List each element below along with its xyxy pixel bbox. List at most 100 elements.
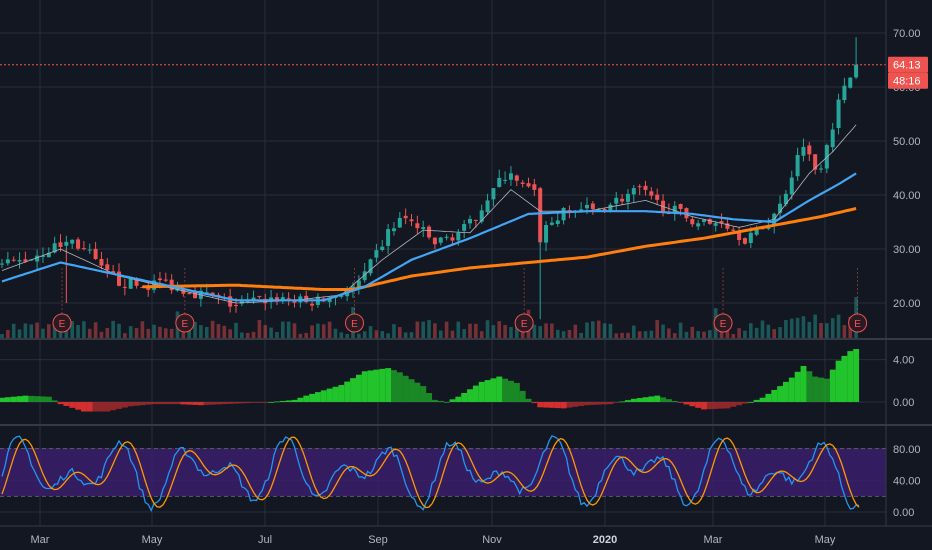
candle-body[interactable] bbox=[397, 217, 402, 228]
candle-body[interactable] bbox=[93, 248, 98, 260]
candle-body[interactable] bbox=[157, 278, 162, 281]
candle-body[interactable] bbox=[409, 219, 414, 222]
candle-body[interactable] bbox=[386, 229, 391, 246]
candle-body[interactable] bbox=[836, 99, 841, 128]
candle-body[interactable] bbox=[497, 177, 502, 187]
candle-body[interactable] bbox=[655, 194, 660, 200]
candle-body[interactable] bbox=[813, 154, 818, 170]
candle-body[interactable] bbox=[725, 223, 730, 229]
candle-body[interactable] bbox=[310, 303, 315, 306]
candle-body[interactable] bbox=[596, 208, 601, 212]
candle-body[interactable] bbox=[491, 188, 496, 200]
candle-body[interactable] bbox=[532, 184, 537, 190]
candle-body[interactable] bbox=[631, 188, 636, 195]
earnings-marker[interactable] bbox=[514, 313, 534, 333]
earnings-marker[interactable] bbox=[848, 313, 868, 333]
candle-body[interactable] bbox=[117, 271, 121, 286]
candle-body[interactable] bbox=[339, 294, 344, 297]
candle-body[interactable] bbox=[280, 297, 285, 301]
candle-body[interactable] bbox=[193, 292, 198, 299]
candle-body[interactable] bbox=[46, 252, 51, 258]
candle-body[interactable] bbox=[99, 259, 104, 266]
candle-body[interactable] bbox=[468, 218, 472, 224]
candle-body[interactable] bbox=[819, 168, 823, 170]
earnings-marker[interactable] bbox=[52, 313, 72, 333]
candle-body[interactable] bbox=[625, 193, 630, 202]
candle-body[interactable] bbox=[286, 298, 291, 300]
candle-body[interactable] bbox=[111, 271, 116, 274]
candle-body[interactable] bbox=[514, 175, 519, 181]
candle-body[interactable] bbox=[327, 297, 332, 303]
candle-body[interactable] bbox=[356, 280, 361, 289]
earnings-marker[interactable] bbox=[175, 313, 195, 333]
candle-body[interactable] bbox=[163, 279, 168, 281]
candle-body[interactable] bbox=[748, 232, 753, 243]
candle-body[interactable] bbox=[5, 259, 10, 264]
candle-body[interactable] bbox=[801, 146, 806, 156]
candle-body[interactable] bbox=[58, 242, 63, 247]
candle-body[interactable] bbox=[11, 259, 16, 261]
candle-body[interactable] bbox=[234, 305, 238, 307]
candle-body[interactable] bbox=[374, 250, 379, 258]
candle-body[interactable] bbox=[257, 296, 262, 298]
candle-body[interactable] bbox=[40, 255, 45, 257]
candle-body[interactable] bbox=[134, 278, 139, 286]
candle-body[interactable] bbox=[848, 77, 853, 88]
candle-body[interactable] bbox=[854, 64, 859, 78]
candle-body[interactable] bbox=[473, 219, 478, 221]
candle-body[interactable] bbox=[76, 239, 81, 249]
candle-body[interactable] bbox=[479, 210, 484, 222]
candle-body[interactable] bbox=[830, 129, 835, 148]
candle-body[interactable] bbox=[520, 182, 525, 184]
stochastic-pane[interactable] bbox=[0, 426, 886, 524]
candle-body[interactable] bbox=[0, 263, 4, 265]
candle-body[interactable] bbox=[345, 291, 350, 297]
time-axis[interactable]: Mar May Jul Sep Nov 2020 Mar May bbox=[31, 534, 836, 546]
candle-body[interactable] bbox=[456, 232, 461, 241]
candle-body[interactable] bbox=[731, 229, 736, 231]
candle-body[interactable] bbox=[672, 205, 677, 214]
candle-body[interactable] bbox=[362, 271, 367, 281]
earnings-marker[interactable] bbox=[713, 313, 733, 333]
candle-body[interactable] bbox=[87, 249, 92, 251]
candle-body[interactable] bbox=[187, 293, 192, 295]
candle-body[interactable] bbox=[585, 204, 589, 209]
candle-body[interactable] bbox=[403, 215, 408, 219]
candle-body[interactable] bbox=[17, 260, 22, 262]
candle-body[interactable] bbox=[380, 246, 385, 251]
candle-body[interactable] bbox=[538, 188, 543, 243]
candle-body[interactable] bbox=[783, 193, 788, 205]
candle-body[interactable] bbox=[649, 191, 654, 196]
candle-body[interactable] bbox=[707, 219, 712, 224]
candle-body[interactable] bbox=[549, 222, 554, 225]
candle-body[interactable] bbox=[795, 155, 800, 177]
candle-body[interactable] bbox=[105, 264, 110, 270]
candle-body[interactable] bbox=[590, 203, 595, 210]
earnings-marker[interactable] bbox=[345, 313, 364, 333]
candle-body[interactable] bbox=[35, 255, 40, 262]
candle-body[interactable] bbox=[737, 232, 742, 241]
candle-body[interactable] bbox=[438, 237, 443, 243]
candle-body[interactable] bbox=[251, 297, 256, 300]
candle-body[interactable] bbox=[391, 228, 396, 232]
candle-body[interactable] bbox=[81, 248, 86, 250]
candle-body[interactable] bbox=[503, 179, 508, 181]
candle-body[interactable] bbox=[204, 292, 209, 294]
candle-body[interactable] bbox=[807, 145, 812, 155]
candle-body[interactable] bbox=[842, 85, 847, 101]
candle-body[interactable] bbox=[696, 223, 701, 227]
candle-body[interactable] bbox=[789, 177, 794, 195]
histogram-pane[interactable] bbox=[0, 340, 886, 424]
candle-body[interactable] bbox=[462, 224, 467, 231]
candle-body[interactable] bbox=[567, 210, 572, 212]
candle-body[interactable] bbox=[742, 238, 747, 244]
candle-body[interactable] bbox=[485, 200, 490, 212]
candle-body[interactable] bbox=[778, 203, 783, 213]
candle-body[interactable] bbox=[122, 286, 127, 288]
candle-body[interactable] bbox=[508, 173, 513, 180]
candle-body[interactable] bbox=[702, 219, 706, 222]
candle-body[interactable] bbox=[637, 186, 642, 188]
candle-body[interactable] bbox=[678, 204, 683, 209]
